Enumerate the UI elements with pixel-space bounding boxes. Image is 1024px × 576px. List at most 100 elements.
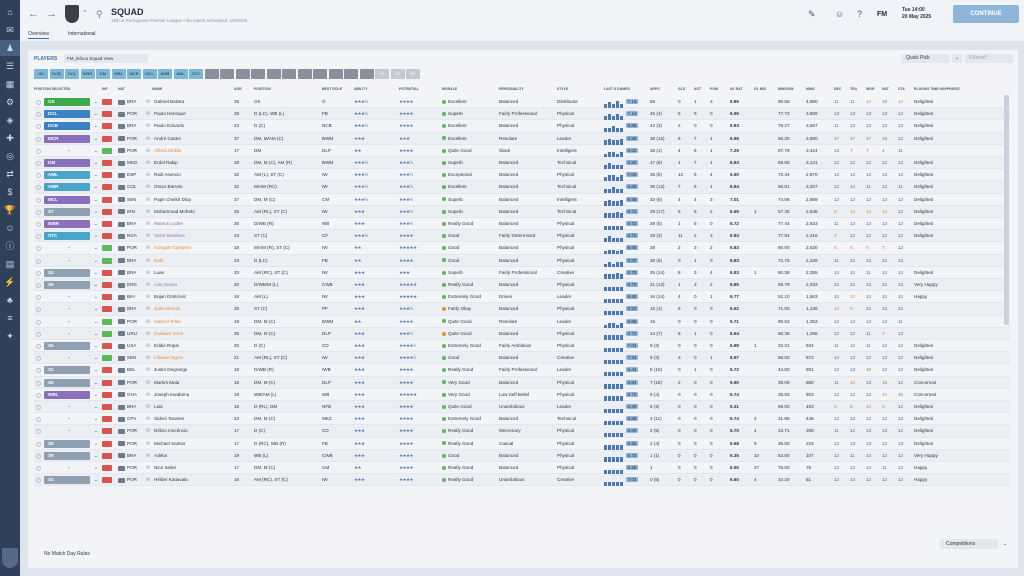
empty-position-slot[interactable] xyxy=(251,69,265,79)
select-row-checkbox[interactable] xyxy=(36,356,41,362)
position-selector[interactable]: - xyxy=(68,294,70,300)
importance-badge[interactable] xyxy=(102,330,112,337)
player-name[interactable]: Pape Cheikh Diop xyxy=(154,196,192,202)
table-row[interactable]: - ⌄ POR ⚇ Alfred Jordão 17 DM DLP ★★ ★★★★ Quite Go… xyxy=(34,145,1010,157)
table-row[interactable]: - ⌄ BRA ⚇ Rafe 23 D (LC) FB ★★ ★★★★ Good Balanced Ph… xyxy=(34,254,1010,267)
dynamics-icon[interactable]: ☰ xyxy=(5,61,15,71)
player-name[interactable]: Laiá xyxy=(154,404,163,409)
player-name[interactable]: Mohammad Mohebi xyxy=(154,208,195,214)
table-scrollbar[interactable] xyxy=(1004,95,1009,325)
forward-icon[interactable]: → xyxy=(46,8,57,20)
position-selector[interactable]: - xyxy=(68,318,70,324)
date-time[interactable]: Tue 14:00 20 May 2025 xyxy=(902,7,931,21)
select-row-checkbox[interactable] xyxy=(36,405,41,410)
position-selector[interactable]: - xyxy=(68,147,70,153)
importance-badge[interactable] xyxy=(102,111,112,118)
competitions-chevron-icon[interactable]: ⌄ xyxy=(1002,541,1008,547)
position-chevron-icon[interactable]: ⌄ xyxy=(94,391,98,397)
select-row-checkbox[interactable] xyxy=(36,319,41,325)
finances-icon[interactable]: $ xyxy=(7,187,13,197)
position-chevron-icon[interactable]: ⌄ xyxy=(94,221,98,226)
position-chevron-icon[interactable]: ⌄ xyxy=(94,367,98,373)
help-icon[interactable]: ? xyxy=(857,9,863,19)
position-chevron-icon[interactable]: ⌄ xyxy=(94,172,98,178)
importance-badge[interactable] xyxy=(102,416,112,423)
position-chip[interactable]: AMR xyxy=(158,69,172,79)
player-name[interactable]: Gonçalo Cymbron xyxy=(154,245,192,251)
table-row[interactable]: DCB ⌄ BRA ⚇ Paulo Eduardo 23 D (C) NCB ★★★½ ★★★★ E… xyxy=(34,120,1010,133)
column-header[interactable]: MINS xyxy=(806,87,815,91)
select-row-checkbox[interactable] xyxy=(36,112,41,118)
position-chevron-icon[interactable]: ⌄ xyxy=(94,282,98,287)
column-header[interactable]: WOR xyxy=(866,87,875,91)
position-chevron-icon[interactable]: ⌄ xyxy=(94,343,98,348)
position-selector[interactable]: MCL xyxy=(44,195,90,204)
player-name[interactable]: Joseph Kwabena xyxy=(154,391,190,397)
importance-badge[interactable] xyxy=(102,147,112,154)
importance-badge[interactable] xyxy=(102,440,112,447)
inbox-icon[interactable]: ✉ xyxy=(6,25,14,35)
select-row-checkbox[interactable] xyxy=(36,295,41,301)
select-row-checkbox[interactable] xyxy=(36,100,41,105)
position-chevron-icon[interactable]: ⌄ xyxy=(94,477,98,483)
position-chip[interactable]: STC xyxy=(189,69,203,79)
position-chevron-icon[interactable]: ⌄ xyxy=(94,465,98,470)
position-chip[interactable]: MCL xyxy=(142,69,157,79)
position-chevron-icon[interactable]: ⌄ xyxy=(94,318,98,324)
position-chevron-icon[interactable]: ⌄ xyxy=(94,123,98,129)
table-row[interactable]: S7 ⌄ IRN ⚇ Mohammad Mohebi 26 AM (RL), ST (C) I… xyxy=(34,205,1010,218)
column-header[interactable]: GL MIS xyxy=(754,87,766,91)
column-header[interactable]: AGE xyxy=(234,87,242,91)
position-selector[interactable]: - xyxy=(68,257,70,263)
select-row-checkbox[interactable] xyxy=(36,258,41,264)
select-row-checkbox[interactable] xyxy=(36,392,41,398)
empty-position-slot[interactable] xyxy=(204,69,219,79)
development-icon[interactable]: ⚡ xyxy=(4,277,16,287)
column-header[interactable]: PERSONALITY xyxy=(499,87,524,91)
player-name[interactable]: Justin Degrange xyxy=(154,367,188,373)
position-chevron-icon[interactable]: ⌄ xyxy=(94,135,98,141)
report-icon[interactable]: ≡ xyxy=(7,313,13,323)
position-chip[interactable]: DCB xyxy=(49,69,64,79)
empty-position-slot[interactable] xyxy=(313,69,327,79)
position-selector[interactable]: AML xyxy=(44,171,90,180)
position-selector[interactable]: - xyxy=(68,428,70,434)
position-selector[interactable]: - xyxy=(68,404,70,409)
importance-badge[interactable] xyxy=(102,172,112,179)
substitute-slot[interactable]: S3 xyxy=(406,69,420,79)
position-chevron-icon[interactable]: ⌄ xyxy=(94,184,98,190)
column-header[interactable]: NAME xyxy=(152,87,163,91)
table-row[interactable]: - ⌄ SEN ⚇ Libasse Ngom 21 AM (RL), ST (C) IW ★★★… xyxy=(34,352,1010,365)
position-chip[interactable]: WRR xyxy=(80,69,95,79)
column-header[interactable]: POSITION xyxy=(254,87,271,91)
importance-badge[interactable] xyxy=(102,257,112,264)
player-name[interactable]: Sidnei Tavares xyxy=(154,416,185,422)
scouting-icon[interactable]: ◎ xyxy=(6,151,14,161)
position-selector[interactable]: S6 xyxy=(44,378,90,387)
empty-position-slot[interactable] xyxy=(328,69,343,79)
player-name[interactable]: Erdal Rakip xyxy=(154,160,178,165)
column-header[interactable]: LAST 5 GAMES xyxy=(604,87,630,91)
squad-icon[interactable]: ♟ xyxy=(0,40,20,56)
manager-icon[interactable]: ☺ xyxy=(835,9,845,19)
position-selector[interactable]: DCB xyxy=(44,122,90,131)
importance-badge[interactable] xyxy=(102,343,112,349)
position-chip[interactable]: GK xyxy=(34,69,48,79)
position-selector[interactable]: MCR xyxy=(44,134,90,143)
tab-overview[interactable]: Overview xyxy=(28,31,49,39)
table-row[interactable]: S9 ⌄ BRA ⚇ Adelar 19 WB (L) CWB ★★★ ★★★★ Good Balan… xyxy=(34,449,1010,462)
importance-badge[interactable] xyxy=(102,404,112,410)
empty-position-slot[interactable] xyxy=(359,69,374,79)
select-row-checkbox[interactable] xyxy=(36,246,41,252)
table-row[interactable]: S2 ⌄ BEL ⚇ Justin Degrange 18 D/WB (R) IWB ★★★ ★★… xyxy=(34,364,1010,377)
data-hub-icon[interactable]: ▤ xyxy=(5,259,15,269)
importance-badge[interactable] xyxy=(102,208,112,215)
settings-icon[interactable]: ✦ xyxy=(6,331,14,341)
column-header[interactable]: NAT xyxy=(882,87,889,91)
table-row[interactable]: DCL ⌄ POR ⚇ Paulo Henrique 28 D (LC), WB (L) FB… xyxy=(34,108,1010,121)
player-name[interactable]: Michael Santos xyxy=(154,440,186,446)
table-row[interactable]: - ⌄ POR ⚇ Gabriel Teles 19 DM, M (C) BWM ★★ ★★★★ Q… xyxy=(34,316,1010,328)
position-chevron-icon[interactable]: ⌄ xyxy=(94,294,98,300)
importance-badge[interactable] xyxy=(102,184,112,191)
position-chip[interactable]: DCL xyxy=(65,69,79,79)
